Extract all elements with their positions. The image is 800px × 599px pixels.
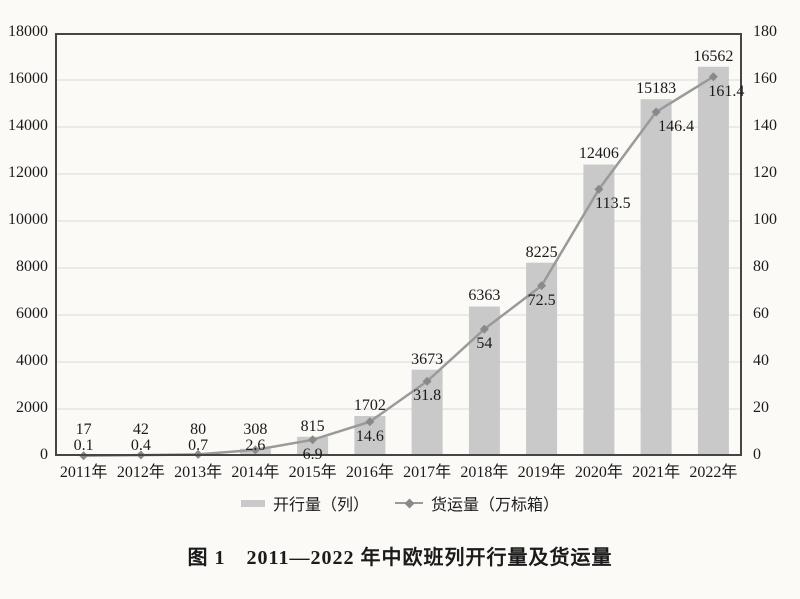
bar-value-label: 80: [190, 421, 207, 438]
line-value-label: 0.1: [73, 437, 94, 454]
bar: [640, 99, 672, 456]
bar-value-label: 6363: [468, 287, 501, 305]
x-axis-category-label: 2011年: [59, 464, 108, 481]
bar-value-label: 42: [132, 421, 149, 438]
y-axis-left-tick-label: 12000: [8, 164, 48, 181]
legend-label-trains: 开行量（列）: [272, 497, 369, 514]
y-axis-right-tick-label: 160: [753, 70, 777, 87]
line-value-label: 14.6: [355, 427, 384, 445]
line-point-diamond: [594, 184, 604, 194]
line-value-label: 54: [476, 335, 493, 353]
y-axis-right-tick-label: 60: [753, 305, 769, 322]
bar-value-label: 15183: [636, 80, 677, 98]
line-point-diamond: [651, 107, 661, 117]
line-point-diamond: [308, 435, 318, 445]
bar-value-label: 815: [300, 417, 325, 435]
x-axis-category-label: 2015年: [288, 464, 337, 481]
bar-value-label: 308: [243, 421, 268, 438]
figure-caption: 图 1 2011—2022 年中欧班列开行量及货运量: [187, 547, 613, 569]
bar-value-label: 3673: [411, 350, 444, 368]
legend-item-freight: 货运量（万标箱）: [395, 491, 559, 515]
line-point-diamond: [479, 324, 489, 334]
line-value-label: 0.7: [188, 437, 209, 454]
y-axis-left-tick-label: 18000: [8, 23, 48, 40]
chart-legend: 开行量（列） 货运量（万标箱）: [0, 492, 800, 514]
line-point-diamond: [537, 281, 547, 291]
line-value-label: 72.5: [527, 291, 556, 309]
line-series-swatch-icon: [395, 498, 423, 508]
x-axis-category-label: 2014年: [231, 464, 280, 481]
bar-series-swatch-icon: [240, 499, 265, 507]
x-axis-category-label: 2017年: [403, 464, 452, 481]
line-point-diamond: [422, 376, 432, 386]
x-axis-category-label: 2019年: [517, 464, 566, 481]
x-axis-category-label: 2020年: [574, 464, 623, 481]
y-axis-right-tick-label: 120: [753, 164, 777, 181]
bar-value-label: 1702: [353, 397, 386, 414]
bar-value-label: 12406: [578, 145, 619, 163]
y-axis-left-tick-label: 8000: [16, 258, 48, 275]
line-point-diamond: [250, 445, 260, 455]
x-axis-category-label: 2021年: [632, 464, 681, 481]
plot-frame: [55, 33, 742, 456]
bar-value-label: 17: [75, 421, 92, 438]
y-axis-left-tick-label: 10000: [8, 211, 48, 228]
y-axis-right-tick-label: 0: [753, 446, 761, 463]
y-axis-left-tick-label: 4000: [16, 352, 48, 369]
y-axis-right-tick-label: 100: [753, 211, 777, 228]
y-axis-right-tick-label: 40: [753, 352, 769, 369]
line-value-label: 6.9: [302, 445, 323, 463]
line-point-diamond: [365, 417, 375, 427]
bar-value-label: 8225: [525, 243, 558, 261]
line-value-label: 2.6: [245, 437, 266, 454]
diamond-marker-icon: [404, 498, 414, 508]
y-axis-left-tick-label: 14000: [8, 117, 48, 134]
y-axis-right-tick-label: 140: [753, 117, 777, 134]
line-value-label: 0.4: [130, 437, 151, 454]
legend-item-trains: 开行量（列）: [240, 491, 369, 515]
legend-label-freight: 货运量（万标箱）: [431, 497, 560, 514]
plot-area: [55, 33, 742, 461]
line-value-label: 161.4: [708, 82, 745, 100]
y-axis-right-tick-label: 180: [753, 23, 777, 40]
line-value-label: 31.8: [413, 387, 442, 405]
x-axis-category-label: 2013年: [174, 464, 223, 481]
y-axis-left-tick-label: 2000: [16, 399, 48, 416]
x-axis-category-label: 2018年: [460, 464, 509, 481]
bar: [583, 164, 615, 456]
y-axis-left-tick-label: 16000: [8, 70, 48, 87]
line-value-label: 113.5: [595, 195, 631, 213]
x-axis-category-label: 2012年: [116, 464, 165, 481]
x-axis-category-label: 2016年: [345, 464, 394, 481]
y-axis-left-tick-label: 6000: [16, 305, 48, 322]
y-axis-right-tick-label: 20: [753, 399, 769, 416]
bar-value-label: 16562: [693, 47, 734, 65]
line-point-diamond: [708, 72, 718, 82]
y-axis-right-tick-label: 80: [753, 258, 769, 275]
line-value-label: 146.4: [658, 117, 695, 135]
y-axis-left-tick-label: 0: [40, 446, 48, 463]
x-axis-category-label: 2022年: [689, 464, 738, 481]
bar: [697, 66, 729, 457]
